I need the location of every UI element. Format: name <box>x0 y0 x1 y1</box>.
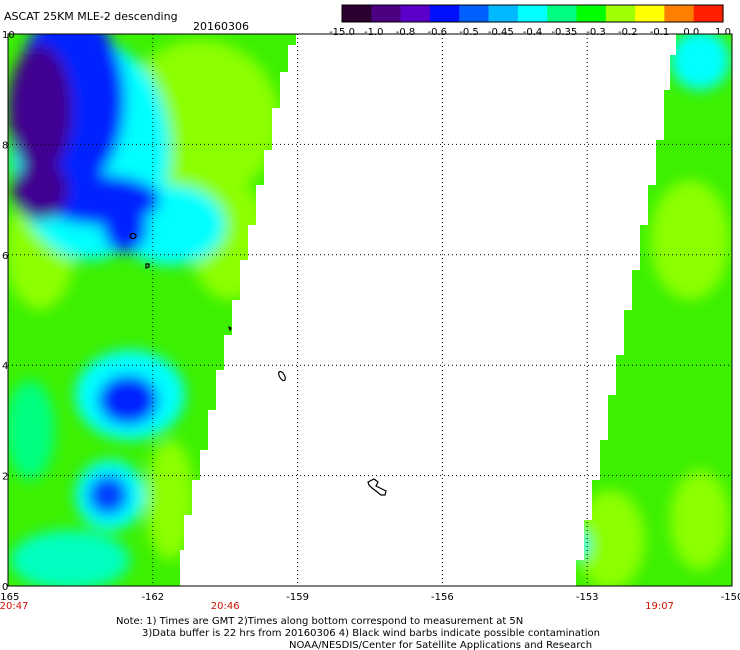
colorbar: -15.0 -1.0 -0.8 -0.6 -0.5 -0.45 -0.4 -0.35 -0.3 -… <box>329 4 731 38</box>
map-graticule <box>8 34 732 586</box>
colorbar-tick-label: 1.0 <box>715 27 731 38</box>
colorbar-swatch <box>576 5 607 22</box>
west-swath <box>8 34 296 586</box>
colorbar-tick-label: -0.6 <box>428 27 448 38</box>
pass-time-label: 20:47 <box>0 601 28 612</box>
east-swath-features <box>576 34 730 586</box>
map-title: ASCAT 25KM MLE-2 descending <box>4 10 178 23</box>
latitude-tick-label: 6 <box>2 251 8 262</box>
time-labels: 20:47 20:46 19:07 <box>0 601 674 612</box>
latitude-labels: 0 2 4 6 8 10 <box>2 30 15 593</box>
pass-time-label: 20:46 <box>211 601 240 612</box>
colorbar-tick-label: -0.4 <box>523 27 543 38</box>
latitude-tick-label: 4 <box>2 361 8 372</box>
colorbar-labels: -15.0 -1.0 -0.8 -0.6 -0.5 -0.45 -0.4 -0.35 -0.3 -… <box>329 27 731 38</box>
colorbar-swatch <box>664 5 695 22</box>
colorbar-swatch <box>459 5 490 22</box>
longitude-tick-label: -162 <box>141 592 164 603</box>
latitude-tick-label: 0 <box>2 582 8 593</box>
longitude-tick-label: -165 <box>0 592 19 603</box>
colorbar-tick-label: -0.5 <box>459 27 479 38</box>
colorbar-tick-label: -0.3 <box>586 27 606 38</box>
note-line-3: NOAA/NESDIS/Center for Satellite Applica… <box>289 640 592 650</box>
latitude-tick-label: 10 <box>2 30 15 41</box>
pass-time-label: 19:07 <box>645 601 674 612</box>
colorbar-tick-label: -15.0 <box>329 27 355 38</box>
colorbar-swatch <box>693 5 724 22</box>
latitude-tick-label: 2 <box>2 472 8 483</box>
colorbar-swatches <box>341 4 724 23</box>
longitude-labels: -165 -162 -159 -156 -153 -150 <box>0 592 740 603</box>
island-outlines <box>129 232 387 496</box>
colorbar-tick-label: -0.8 <box>396 27 416 38</box>
west-swath-features <box>8 34 280 586</box>
colorbar-tick-label: -0.35 <box>551 27 577 38</box>
east-swath <box>576 34 732 586</box>
note-line-1: Note: 1) Times are GMT 2)Times along bot… <box>116 616 523 627</box>
colorbar-tick-label: 0.0 <box>683 27 699 38</box>
map-frame <box>7 33 733 587</box>
map-date: 20160306 <box>193 20 249 33</box>
colorbar-swatch <box>371 5 402 22</box>
colorbar-tick-label: -1.0 <box>364 27 384 38</box>
colorbar-tick-label: -0.45 <box>488 27 514 38</box>
colorbar-swatch <box>342 5 372 22</box>
colorbar-swatch <box>547 5 578 22</box>
colorbar-swatch <box>400 5 431 22</box>
colorbar-swatch <box>488 5 519 22</box>
longitude-tick-label: -150 <box>721 592 740 603</box>
longitude-tick-label: -159 <box>286 592 309 603</box>
colorbar-tick-label: -0.1 <box>650 27 670 38</box>
longitude-tick-label: -156 <box>431 592 454 603</box>
colorbar-swatch <box>429 5 460 22</box>
latitude-tick-label: 8 <box>2 140 8 151</box>
colorbar-swatch <box>605 5 636 22</box>
note-line-2: 3)Data buffer is 22 hrs from 20160306 4)… <box>142 628 600 639</box>
colorbar-swatch <box>517 5 548 22</box>
colorbar-swatch <box>635 5 665 22</box>
longitude-tick-label: -153 <box>576 592 599 603</box>
colorbar-tick-label: -0.2 <box>618 27 638 38</box>
